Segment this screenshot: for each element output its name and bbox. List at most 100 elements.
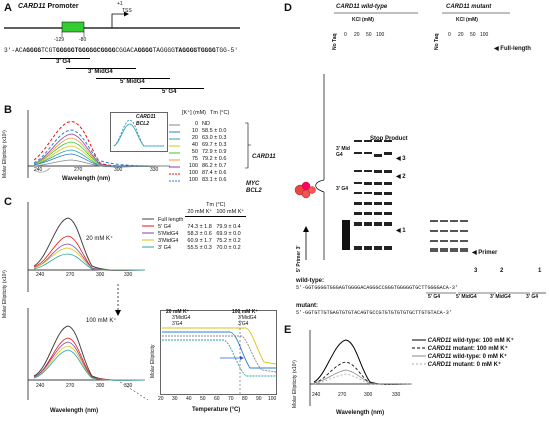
panel-c-xtick-240a: 240 <box>36 272 45 278</box>
panel-c-xtick-330b: 330 <box>124 383 133 389</box>
curve-bcl2 <box>33 129 171 167</box>
panel-b-inset <box>110 112 168 152</box>
table-row: 5' G4 74.3 ± 1.8 79.9 ± 0.4 <box>142 223 241 230</box>
tss-arrow <box>111 13 124 28</box>
panel-c-xtick-300a: 300 <box>96 272 105 278</box>
panel-b-ylabel: Molar Ellipticity (x10³) <box>2 130 8 178</box>
panel-b-table-rows: 0 ND 10 58.5 ± 0.0 20 63.0 ± 0.3 40 69.7 ± 0… <box>182 121 228 184</box>
fragment-3g4: 3' G4 <box>56 59 71 65</box>
inset-legend-bcl2: BCL2 <box>136 121 150 127</box>
kcl-mut: KCl (mM) <box>456 17 478 23</box>
lane-mut-20: 20 <box>458 32 464 38</box>
gel-image <box>294 74 468 260</box>
panel-e-ylabel: Molar Ellipticity (x10³) <box>292 360 298 408</box>
panel-e-xtick-300: 300 <box>364 392 373 398</box>
notaq-wt: No Taq <box>332 33 338 50</box>
primer-label: ◀ Primer <box>472 250 498 256</box>
panel-e-legend: CARD11 wild-type: 100 mM K⁺ CARD11 mutan… <box>412 338 514 369</box>
melt-plot <box>160 310 277 395</box>
c20-3g4 <box>33 253 146 271</box>
panel-b-xlabel: Wavelength (nm) <box>62 176 111 182</box>
card11-brace <box>245 122 251 169</box>
mut-title: CARD11 mutant <box>446 4 492 10</box>
label-myc: MYC <box>246 181 260 187</box>
panel-b-tm-table: [K⁺] (mM) Tm (°C) <box>180 110 231 117</box>
panel-c-xtick-270a: 270 <box>66 272 75 278</box>
title-underlines <box>334 12 510 14</box>
legend-item: CARD11 wild-type: 100 mM K⁺ <box>412 338 514 344</box>
lane-mut-100: 100 <box>480 32 489 38</box>
melt-xtick-100: 100 <box>268 396 277 402</box>
lane-wt-100: 100 <box>376 32 385 38</box>
tss-arrow-head <box>124 11 129 17</box>
panel-b-color-key <box>169 124 180 182</box>
table-row: 20 63.0 ± 0.3 <box>191 135 227 141</box>
melt-xtick-20: 20 <box>158 396 164 402</box>
panel-c-xtick-330a: 330 <box>124 272 133 278</box>
table-head-k: [K⁺] (mM) <box>182 110 206 116</box>
melt-xtick-90: 90 <box>256 396 262 402</box>
pos-80: -80 <box>79 37 87 43</box>
mid-g4-label: 3' Mid G4 <box>336 146 350 158</box>
e-wt-0 <box>313 369 413 385</box>
lane-wt-0: 0 <box>344 32 347 38</box>
kcl-wt: KCl (mM) <box>352 17 374 23</box>
primer-blob <box>342 220 350 250</box>
legend-item: CARD11 mutant: 0 mM K⁺ <box>412 362 502 368</box>
table-row: 100 86.2 ± 0.7 <box>188 163 227 169</box>
panel-b-xtick-300: 300 <box>114 167 123 173</box>
lane-wt-20: 20 <box>354 32 360 38</box>
fragment-5midg4: 5' MidG4 <box>120 79 145 85</box>
fragment-line-5g4 <box>140 88 204 89</box>
panel-c-legend-table: Tm (°C) 20 mM K⁺ 100 mM K⁺ Full length 5'… <box>140 202 247 252</box>
c100-full <box>33 325 146 381</box>
melt-ylabel: Molar Ellipticity <box>150 344 156 378</box>
panel-b-xtick-270: 270 <box>74 167 83 173</box>
legend-item: CARD11 wild-type: 0 mM K⁺ <box>412 354 508 360</box>
fragment-line-3midg4 <box>66 68 136 69</box>
table-row: 75 79.2 ± 0.6 <box>191 156 227 162</box>
region-5midg4: 5' MidG4 <box>456 294 477 300</box>
panel-c-xlabel: Wavelength (nm) <box>50 408 99 414</box>
lane-wt-50: 50 <box>366 32 372 38</box>
inset-legend-card11: CARD11 <box>136 114 156 120</box>
primer-vertical-label: 5' Primer 3' <box>296 245 302 272</box>
melt-xtick-80: 80 <box>242 396 248 402</box>
melt-legend-100-b: 3'G4 <box>238 321 249 327</box>
wt-seq-label: wild-type: <box>296 278 324 284</box>
melt-legend-20-b: 3'G4 <box>172 321 183 327</box>
melt-100-3midg4 <box>162 327 277 365</box>
melt-20-3midg4 <box>162 331 276 369</box>
panel-e-xtick-240: 240 <box>312 392 321 398</box>
stop-product-label: Stop Product <box>370 136 408 142</box>
notaq-mut: No Taq <box>434 33 440 50</box>
panel-b-cd-plot <box>27 110 171 178</box>
wt-title: CARD11 wild-type <box>336 4 388 10</box>
mut-sequence: 5'-GGTGTTGTGAGTGTGTACAGTGCCGTGTGTGTGTGCT… <box>296 310 452 316</box>
curve-0 <box>33 159 171 167</box>
region-3g4: 3' G4 <box>526 294 539 300</box>
e-mut-0 <box>313 373 413 385</box>
mut-seq-label: mutant: <box>296 303 318 309</box>
band-label-1: ◀ 1 <box>396 228 406 234</box>
table-row: 50 72.9 ± 0.9 <box>191 149 227 155</box>
melt-legend-100-title: 100 mM K⁺ <box>232 309 258 315</box>
melt-20-3g4 <box>162 339 276 377</box>
c100-3g4 <box>33 349 146 381</box>
band-label-2: ◀ 2 <box>396 174 406 180</box>
panel-a-title: CARD11 Promoter <box>18 3 79 10</box>
table-row: 100 87.4 ± 0.6 <box>188 170 227 176</box>
fragment-line-5midg4 <box>96 78 170 79</box>
label-100mm: 100 mM K⁺ <box>86 318 117 324</box>
melt-xtick-30: 30 <box>172 396 178 402</box>
tss-plus-label: +1 <box>117 1 123 7</box>
panel-label-a: A <box>4 2 12 14</box>
table-head-tm: Tm (°C) <box>209 110 230 116</box>
table-row: 40 69.7 ± 0.3 <box>191 142 227 148</box>
legend-item: CARD11 mutant: 100 mM K⁺ <box>412 346 508 352</box>
panel-b-xtick-240: 240 <box>34 167 43 173</box>
region-brackets <box>426 292 546 294</box>
panel-label-d: D <box>284 2 292 14</box>
melt-xtick-40: 40 <box>186 396 192 402</box>
panel-e-xtick-270: 270 <box>338 392 347 398</box>
